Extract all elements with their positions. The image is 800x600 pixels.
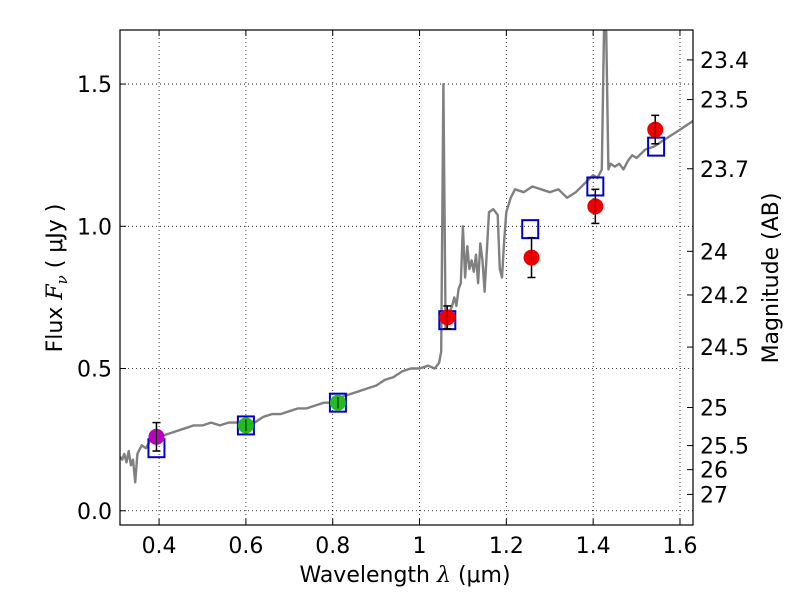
points-group (147, 114, 666, 459)
mag-tick-label: 23.4 (700, 49, 749, 74)
y-tick-label: 0.0 (77, 500, 112, 525)
x-tick-label: 1.2 (489, 534, 524, 559)
mag-tick-label: 26 (700, 459, 728, 484)
x-tick-label: 0.4 (142, 534, 177, 559)
y-tick-label: 0.5 (77, 358, 112, 383)
y2-axis-title: Magnitude (AB) (759, 193, 784, 364)
y-tick-label: 1.5 (77, 73, 112, 98)
mag-tick-label: 23.5 (700, 89, 749, 114)
x-axis-title: Wavelength λ (μm) (299, 563, 510, 588)
x-tick-label: 1 (413, 534, 427, 559)
y-tick-label: 1.0 (77, 215, 112, 240)
x-tick-label: 1.6 (662, 534, 697, 559)
y-axis-title: Flux Fν ( μJy ) (43, 204, 71, 353)
model-flux-box (647, 136, 666, 157)
mag-tick-label: 24.2 (700, 284, 749, 309)
mag-tick-label: 24.5 (700, 336, 749, 361)
spectrum-group (120, 30, 693, 484)
mag-tick-label: 24 (700, 240, 728, 265)
ticks: 0.4 0.6 0.8 1 1.2 1.4 1.6 0.0 0.5 1.0 1.5 23.4 23.5 2… (77, 30, 749, 559)
mag-tick-label: 27 (700, 483, 728, 508)
x-tick-label: 0.8 (315, 534, 350, 559)
mag-tick-label: 25 (700, 396, 728, 421)
mag-tick-label: 23.7 (700, 158, 749, 183)
spectrum-line (120, 30, 693, 484)
plot-frame (119, 29, 694, 526)
mag-tick-label: 25.5 (700, 435, 749, 460)
x-tick-label: 1.4 (576, 534, 611, 559)
model-flux-box (521, 219, 540, 240)
x-tick-label: 0.6 (228, 534, 263, 559)
